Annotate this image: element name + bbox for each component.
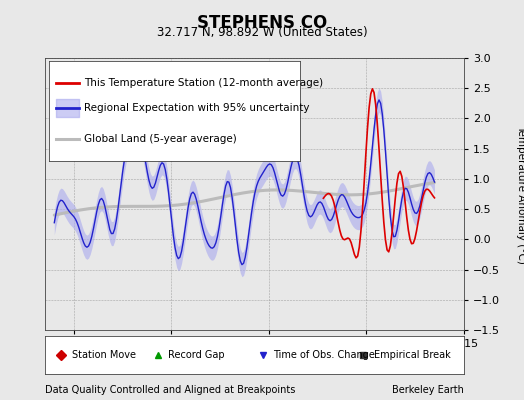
Text: Empirical Break: Empirical Break <box>374 350 450 360</box>
Text: Record Gap: Record Gap <box>168 350 225 360</box>
Text: Time of Obs. Change: Time of Obs. Change <box>273 350 375 360</box>
Text: STEPHENS CO: STEPHENS CO <box>197 14 327 32</box>
Text: 32.717 N, 98.892 W (United States): 32.717 N, 98.892 W (United States) <box>157 26 367 39</box>
Text: Station Move: Station Move <box>72 350 136 360</box>
Text: Data Quality Controlled and Aligned at Breakpoints: Data Quality Controlled and Aligned at B… <box>45 385 295 395</box>
Text: Berkeley Earth: Berkeley Earth <box>392 385 464 395</box>
Y-axis label: Temperature Anomaly (°C): Temperature Anomaly (°C) <box>517 124 524 264</box>
